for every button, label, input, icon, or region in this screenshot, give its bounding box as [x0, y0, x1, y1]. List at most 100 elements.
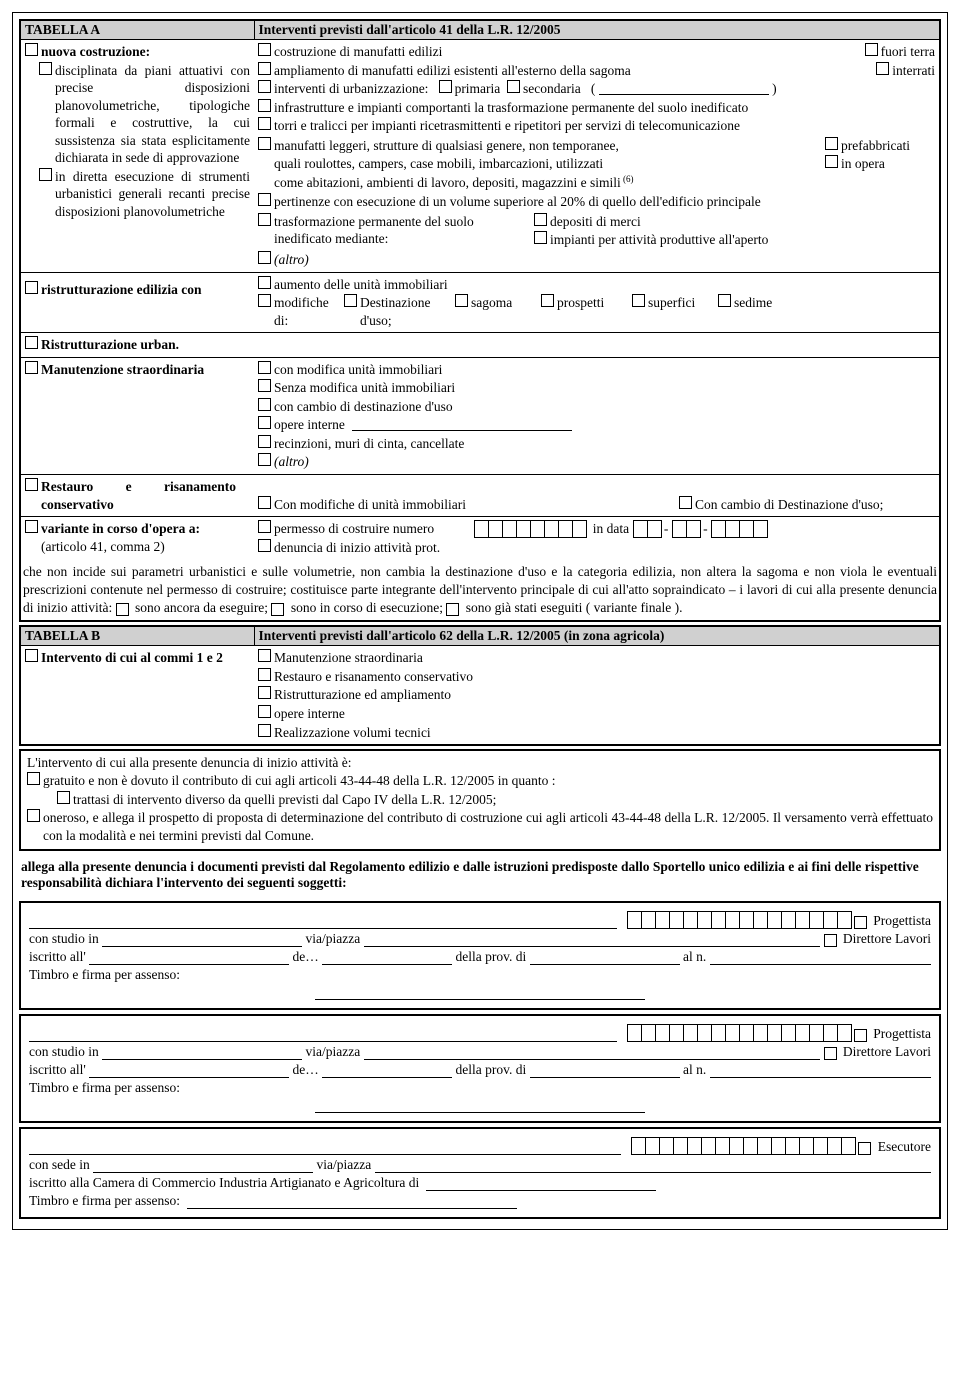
cb-destinazione[interactable] [344, 294, 357, 307]
cb-opere-interne-m[interactable] [258, 416, 271, 429]
cb-depositi[interactable] [534, 213, 547, 226]
cb-con-modifica[interactable] [258, 361, 271, 374]
cb-torri[interactable] [258, 117, 271, 130]
cb-progettista1[interactable] [854, 916, 867, 929]
input-nome3[interactable] [29, 1140, 621, 1155]
cb-restauro[interactable] [25, 478, 38, 491]
cb-modifiche[interactable] [258, 294, 271, 307]
input-nome1[interactable] [29, 914, 617, 929]
input-aln2[interactable] [710, 1063, 931, 1078]
input-studio2[interactable] [102, 1045, 302, 1060]
cb-aumento-unita[interactable] [258, 276, 271, 289]
cb-corso[interactable] [271, 603, 284, 616]
cb-senza-modifica[interactable] [258, 379, 271, 392]
cb-progettista2[interactable] [854, 1029, 867, 1042]
cb-prospetti[interactable] [541, 294, 554, 307]
table-b: TABELLA BInterventi previsti dall'artico… [19, 625, 941, 746]
cb-direttore2[interactable] [824, 1047, 837, 1060]
row-ristrutturazione-urban: Ristrutturazione urban. [20, 333, 940, 358]
cb-manutenzione[interactable] [25, 361, 38, 374]
cb-b-restauro[interactable] [258, 668, 271, 681]
cb-trasformazione[interactable] [258, 213, 271, 226]
input-via3[interactable] [375, 1158, 931, 1173]
input-prov1[interactable] [530, 950, 680, 965]
input-aln1[interactable] [710, 950, 931, 965]
cb-ristr-urban[interactable] [25, 336, 38, 349]
cb-direttore1[interactable] [824, 934, 837, 947]
sig-block-1: Progettista con studio in via/piazza Dir… [19, 901, 941, 1010]
row-intervento-commi: Intervento di cui al commi 1 e 2 Manuten… [20, 646, 940, 745]
cb-prefabbricati[interactable] [825, 137, 838, 150]
allega-text: allega alla presente denuncia i document… [21, 859, 939, 891]
input-opere[interactable] [352, 416, 572, 431]
input-prov2[interactable] [530, 1063, 680, 1078]
cb-sedime[interactable] [718, 294, 731, 307]
input-firma1[interactable] [315, 985, 645, 1000]
input-firma2[interactable] [315, 1098, 645, 1113]
cb-urbanizzazione[interactable] [258, 80, 271, 93]
cb-infrastrutture[interactable] [258, 99, 271, 112]
row-manutenzione: Manutenzione straordinaria con modifica … [20, 357, 940, 474]
input-via1[interactable] [364, 932, 821, 947]
cb-cambio-dest[interactable] [258, 398, 271, 411]
cb-pertinenze[interactable] [258, 193, 271, 206]
input-studio1[interactable] [102, 932, 302, 947]
cb-b-opere[interactable] [258, 705, 271, 718]
input-iscr2[interactable] [89, 1063, 289, 1078]
cb-costruzione-manufatti[interactable] [258, 43, 271, 56]
cb-ristrutturazione[interactable] [25, 281, 38, 294]
cb-ampliamento[interactable] [258, 62, 271, 75]
input-sede3[interactable] [93, 1158, 313, 1173]
section-contributo: L'intervento di cui alla presente denunc… [19, 749, 941, 851]
table-b-label: TABELLA B [20, 626, 254, 646]
input-iscr1[interactable] [89, 950, 289, 965]
input-nome2[interactable] [29, 1027, 617, 1042]
table-a-title: Interventi previsti dall'articolo 41 del… [254, 20, 940, 40]
cb-sagoma[interactable] [455, 294, 468, 307]
cb-interrati[interactable] [876, 62, 889, 75]
cb-oneroso[interactable] [27, 809, 40, 822]
cb-permesso[interactable] [258, 520, 271, 533]
table-a-label: TABELLA A [20, 20, 254, 40]
cb-in-opera[interactable] [825, 155, 838, 168]
cb-disciplinata[interactable] [39, 62, 52, 75]
cb-recinzioni[interactable] [258, 435, 271, 448]
cb-denuncia[interactable] [258, 539, 271, 552]
cb-trattasi[interactable] [57, 791, 70, 804]
input-camera3[interactable] [426, 1176, 656, 1191]
cb-manufatti-leggeri[interactable] [258, 137, 271, 150]
cb-altro-manut[interactable] [258, 453, 271, 466]
cb-cambio-dest-r[interactable] [679, 496, 692, 509]
sig-block-3: Esecutore con sede in via/piazza iscritt… [19, 1127, 941, 1219]
cb-primaria[interactable] [439, 80, 452, 93]
table-a: TABELLA AInterventi previsti dall'artico… [19, 19, 941, 622]
cb-con-mod-unita[interactable] [258, 496, 271, 509]
sig-block-2: Progettista con studio in via/piazza Dir… [19, 1014, 941, 1123]
cb-b-manutenzione[interactable] [258, 649, 271, 662]
input-urbanizzazione[interactable] [599, 80, 769, 95]
cb-altro-nuova[interactable] [258, 251, 271, 264]
cb-impianti[interactable] [534, 231, 547, 244]
cb-diretta[interactable] [39, 168, 52, 181]
cb-intervento-commi[interactable] [25, 649, 38, 662]
cb-b-volumi[interactable] [258, 724, 271, 737]
row-restauro: Restauro e risanamento conservativo Con … [20, 475, 940, 517]
cb-variante[interactable] [25, 520, 38, 533]
cb-superfici[interactable] [632, 294, 645, 307]
sq1[interactable] [474, 520, 489, 538]
cb-secondaria[interactable] [507, 80, 520, 93]
row-ristrutturazione: ristrutturazione edilizia con aumento de… [20, 272, 940, 333]
cb-ancora[interactable] [116, 603, 129, 616]
input-de1[interactable] [322, 950, 452, 965]
cb-nuova[interactable] [25, 43, 38, 56]
input-via2[interactable] [364, 1045, 821, 1060]
input-firma3[interactable] [187, 1194, 517, 1209]
row-variante: variante in corso d'opera a: (articolo 4… [20, 517, 940, 622]
cb-esecutore[interactable] [858, 1142, 871, 1155]
cb-gratuito[interactable] [27, 772, 40, 785]
input-de2[interactable] [322, 1063, 452, 1078]
cb-eseguiti[interactable] [446, 603, 459, 616]
variante-para: che non incide sui parametri urbanistici… [23, 563, 937, 618]
cb-fuori-terra[interactable] [865, 43, 878, 56]
cb-b-ristr[interactable] [258, 686, 271, 699]
